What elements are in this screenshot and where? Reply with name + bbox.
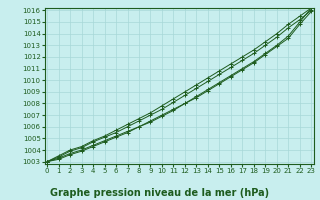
Text: Graphe pression niveau de la mer (hPa): Graphe pression niveau de la mer (hPa) — [51, 188, 269, 198]
